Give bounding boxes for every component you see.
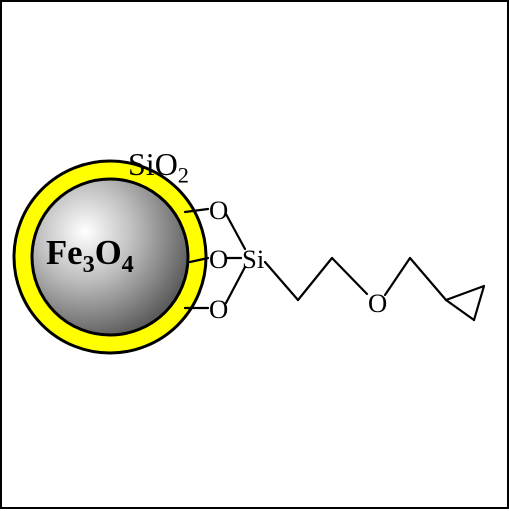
bond-line [446,300,474,320]
chain-oxygen-atom: O [368,288,387,319]
bond-line [385,258,410,295]
core-element-o: O [95,234,122,272]
core-label: Fe3O4 [46,234,134,279]
shell-sub: 2 [178,162,189,187]
core-sub-4: 4 [122,251,134,278]
oxygen-atom-top: O [209,195,228,226]
bond-line [298,258,332,300]
shell-text: SiO [128,146,178,182]
bond-line [446,286,484,300]
silicon-atom: Si [242,244,264,275]
bond-line [332,258,367,294]
chemical-diagram: Fe3O4 SiO2 O O O Si O [0,0,509,509]
oxygen-atom-bot: O [209,294,228,325]
bond-line [265,262,298,300]
core-element-fe: Fe [46,234,83,272]
core-sub-3: 3 [83,251,95,278]
shell-label: SiO2 [128,146,189,188]
bond-line [474,286,484,320]
oxygen-atom-mid: O [209,244,228,275]
bond-line [410,258,446,300]
bonds-group [185,209,484,320]
